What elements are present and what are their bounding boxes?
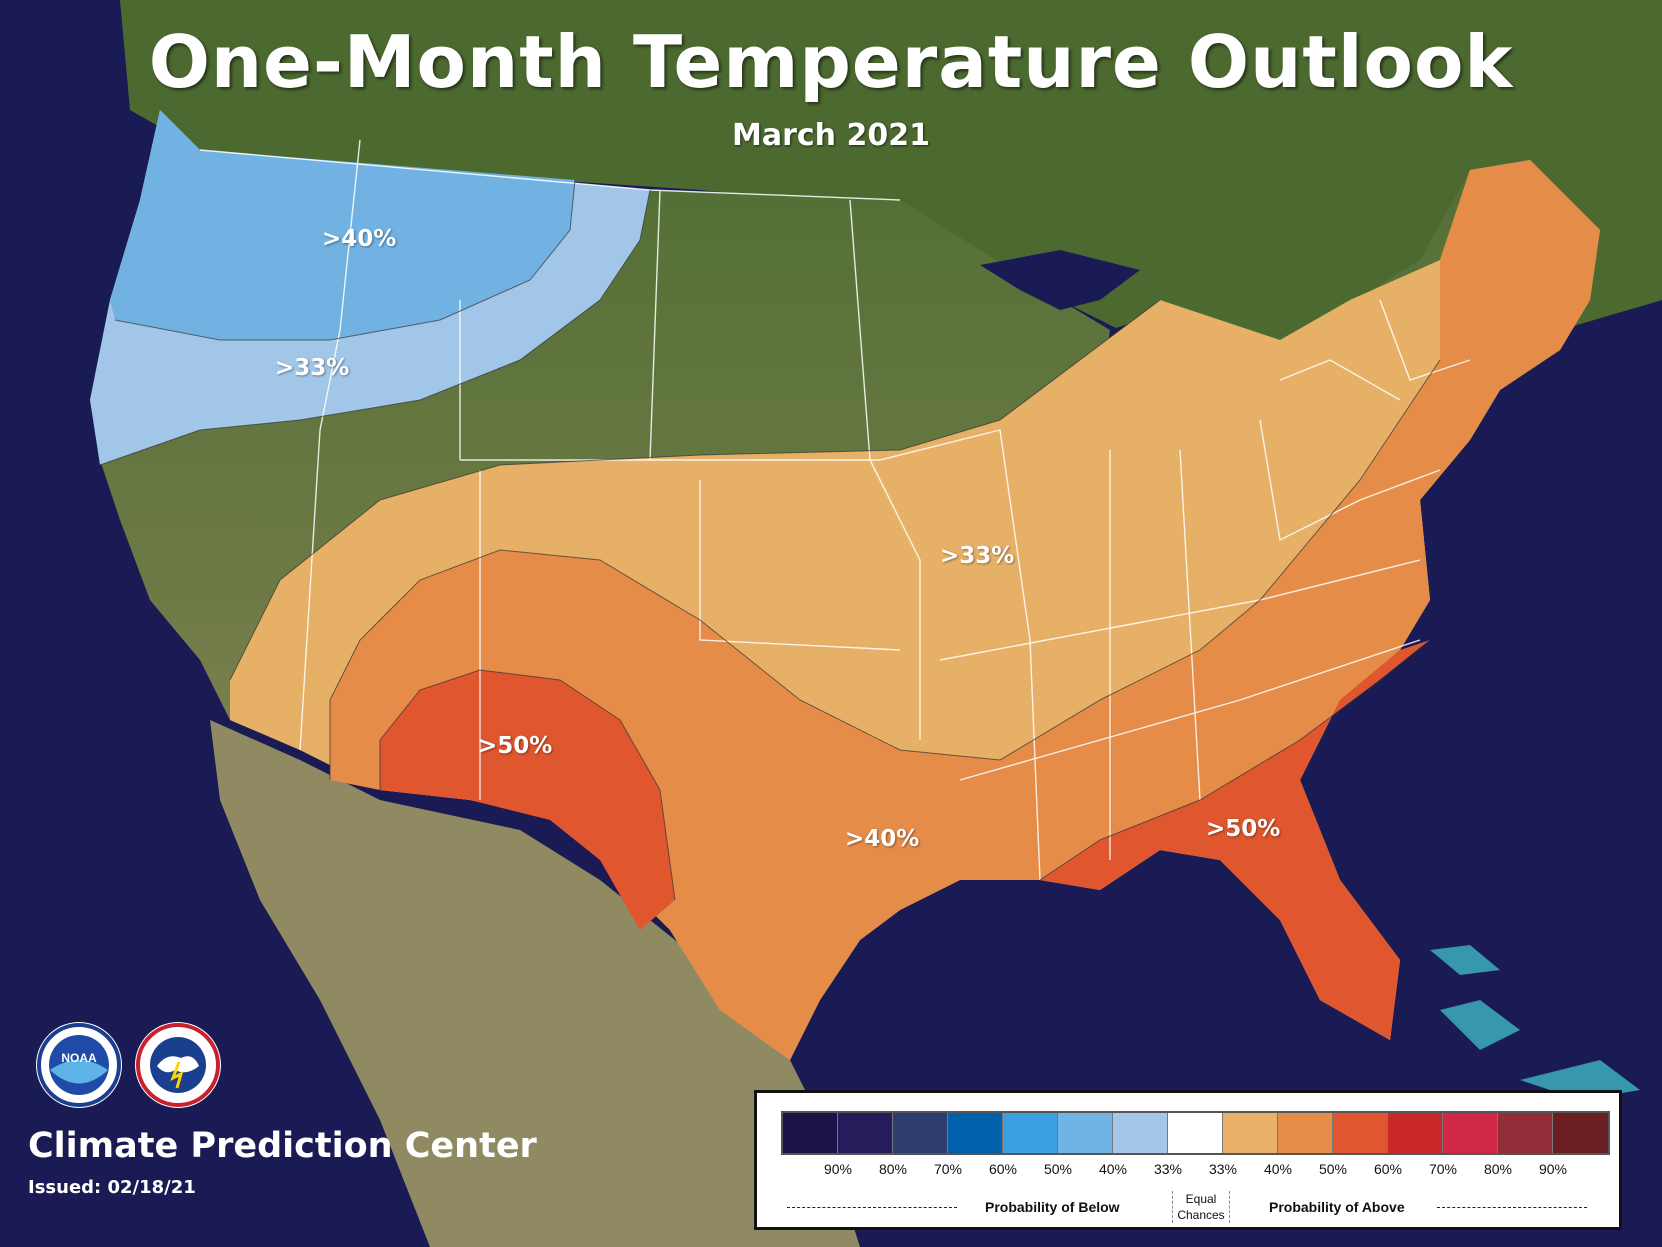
above-50-zone-southwest [380, 670, 675, 930]
legend: 90% 80% 70% 60% 50% 40% 33% 33% 40% 50% 60% 70% 80% 9… [754, 1090, 1622, 1230]
label-above-33: >33% [940, 543, 1015, 569]
canada-land [120, 0, 1662, 420]
caribbean-islands [1430, 945, 1640, 1100]
legend-swatch [838, 1113, 893, 1153]
legend-swatch [1003, 1113, 1058, 1153]
legend-tick-label: 70% [933, 1161, 963, 1177]
legend-swatch [1388, 1113, 1443, 1153]
above-arrow [1437, 1207, 1587, 1208]
legend-swatch [1278, 1113, 1333, 1153]
legend-swatch [1553, 1113, 1608, 1153]
baja-land [260, 780, 410, 1100]
mexico-land [210, 720, 860, 1247]
below-40-zone [110, 110, 575, 340]
issued-date: Issued: 02/18/21 [28, 1177, 196, 1198]
legend-tick-label: 50% [1043, 1161, 1073, 1177]
map-title: One-Month Temperature Outlook [148, 20, 1514, 104]
legend-swatch [1113, 1113, 1168, 1153]
legend-swatch [893, 1113, 948, 1153]
legend-swatch [783, 1113, 838, 1153]
below-arrow [787, 1207, 957, 1208]
legend-swatch [1443, 1113, 1498, 1153]
legend-swatch [1223, 1113, 1278, 1153]
legend-swatch [1168, 1113, 1223, 1153]
legend-swatches [781, 1111, 1610, 1155]
label-above-40: >40% [845, 826, 920, 852]
label-above-50-southwest: >50% [478, 733, 553, 759]
legend-tick-label: 90% [1538, 1161, 1568, 1177]
legend-tick-label: 50% [1318, 1161, 1348, 1177]
legend-swatch [1498, 1113, 1553, 1153]
legend-tick-label: 60% [1373, 1161, 1403, 1177]
legend-below-label: Probability of Below [985, 1199, 1120, 1215]
legend-swatch [1333, 1113, 1388, 1153]
legend-tick-label: 80% [878, 1161, 908, 1177]
above-50-zone-southeast [1040, 640, 1430, 1040]
legend-swatch [1058, 1113, 1113, 1153]
legend-swatch [948, 1113, 1003, 1153]
legend-above-label: Probability of Above [1269, 1199, 1405, 1215]
legend-tick-label: 90% [823, 1161, 853, 1177]
legend-tick-label: 60% [988, 1161, 1018, 1177]
noaa-logo: NOAA [36, 1022, 122, 1108]
label-below-33: >33% [275, 355, 350, 381]
legend-tick-label: 70% [1428, 1161, 1458, 1177]
legend-equal-label: Equal Chances [1172, 1191, 1230, 1223]
nws-logo [135, 1022, 221, 1108]
legend-tick-label: 33% [1208, 1161, 1238, 1177]
legend-tick-label: 40% [1263, 1161, 1293, 1177]
label-below-40: >40% [322, 226, 397, 252]
legend-tick-label: 80% [1483, 1161, 1513, 1177]
agency-name: Climate Prediction Center [28, 1126, 537, 1166]
label-above-50-southeast: >50% [1206, 816, 1281, 842]
legend-tick-label: 40% [1098, 1161, 1128, 1177]
legend-tick-label: 33% [1153, 1161, 1183, 1177]
map-subtitle: March 2021 [732, 118, 930, 153]
svg-text:NOAA: NOAA [61, 1051, 97, 1065]
